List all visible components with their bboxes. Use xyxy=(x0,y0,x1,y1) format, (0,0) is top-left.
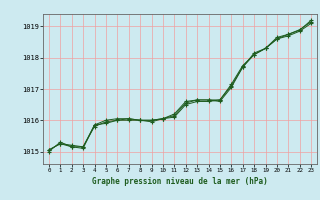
X-axis label: Graphe pression niveau de la mer (hPa): Graphe pression niveau de la mer (hPa) xyxy=(92,177,268,186)
